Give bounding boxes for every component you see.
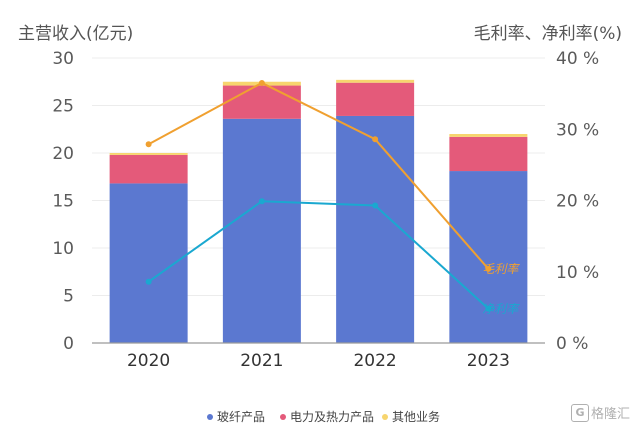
right-tick-label: 30 % <box>556 120 599 140</box>
line-point <box>145 141 152 148</box>
bar-segment <box>449 136 528 172</box>
x-tick-label: 2022 <box>353 351 396 371</box>
left-tick-label: 20 <box>52 144 74 164</box>
right-tick-label: 20 % <box>556 192 599 212</box>
bar-segment <box>449 171 528 343</box>
left-tick-label: 0 <box>63 334 74 354</box>
bar-segment <box>336 79 415 83</box>
line-point <box>372 202 379 209</box>
x-tick-label: 2020 <box>127 351 170 371</box>
x-tick-label: 2021 <box>240 351 283 371</box>
left-tick-label: 5 <box>63 287 74 307</box>
bar-segment <box>336 82 415 116</box>
left-tick-label: 15 <box>52 192 74 212</box>
right-axis-title: 毛利率、净利率(%) <box>474 24 622 44</box>
right-tick-label: 40 % <box>556 49 599 69</box>
right-tick-label: 10 % <box>556 263 599 283</box>
line-point <box>145 278 152 285</box>
left-tick-label: 25 <box>52 97 74 117</box>
legend: 玻纤产品 电力及热力产品 其他业务 <box>207 409 440 424</box>
legend-swatch <box>382 414 388 420</box>
legend-swatch <box>280 414 286 420</box>
left-axis-ticks: 0 5 10 15 20 25 30 <box>52 49 74 354</box>
bar-segment <box>449 134 528 137</box>
bar-segment <box>222 85 301 119</box>
left-tick-label: 30 <box>52 49 74 69</box>
series-end-label: 净利率 <box>482 302 520 316</box>
x-axis-categories: 2020 2021 2022 2023 <box>127 351 510 371</box>
line-point <box>485 265 492 272</box>
logo-icon: G <box>570 403 589 422</box>
line-point <box>258 198 265 205</box>
line-point <box>485 305 492 312</box>
bar-segment <box>109 153 188 155</box>
legend-label: 电力及热力产品 <box>290 410 374 424</box>
series-end-label: 毛利率 <box>482 262 520 276</box>
legend-label: 其他业务 <box>392 409 440 424</box>
right-axis-ticks: 0 % 10 % 20 % 30 % 40 % <box>556 49 599 354</box>
legend-swatch <box>207 414 213 420</box>
x-tick-label: 2023 <box>467 351 510 371</box>
line-point <box>372 136 379 143</box>
bar-segment <box>222 118 301 343</box>
left-tick-label: 10 <box>52 239 74 259</box>
bar-segment <box>109 154 188 184</box>
left-axis-title: 主营收入(亿元) <box>18 24 133 44</box>
series-line <box>148 81 490 270</box>
legend-label: 玻纤产品 <box>217 410 265 424</box>
series-line <box>148 200 490 310</box>
stacked-bars <box>109 79 528 343</box>
watermark-logo: G 格隆汇 <box>570 403 630 422</box>
line-point <box>258 79 265 86</box>
watermark-text: 格隆汇 <box>590 407 630 422</box>
right-tick-label: 0 % <box>556 334 588 354</box>
